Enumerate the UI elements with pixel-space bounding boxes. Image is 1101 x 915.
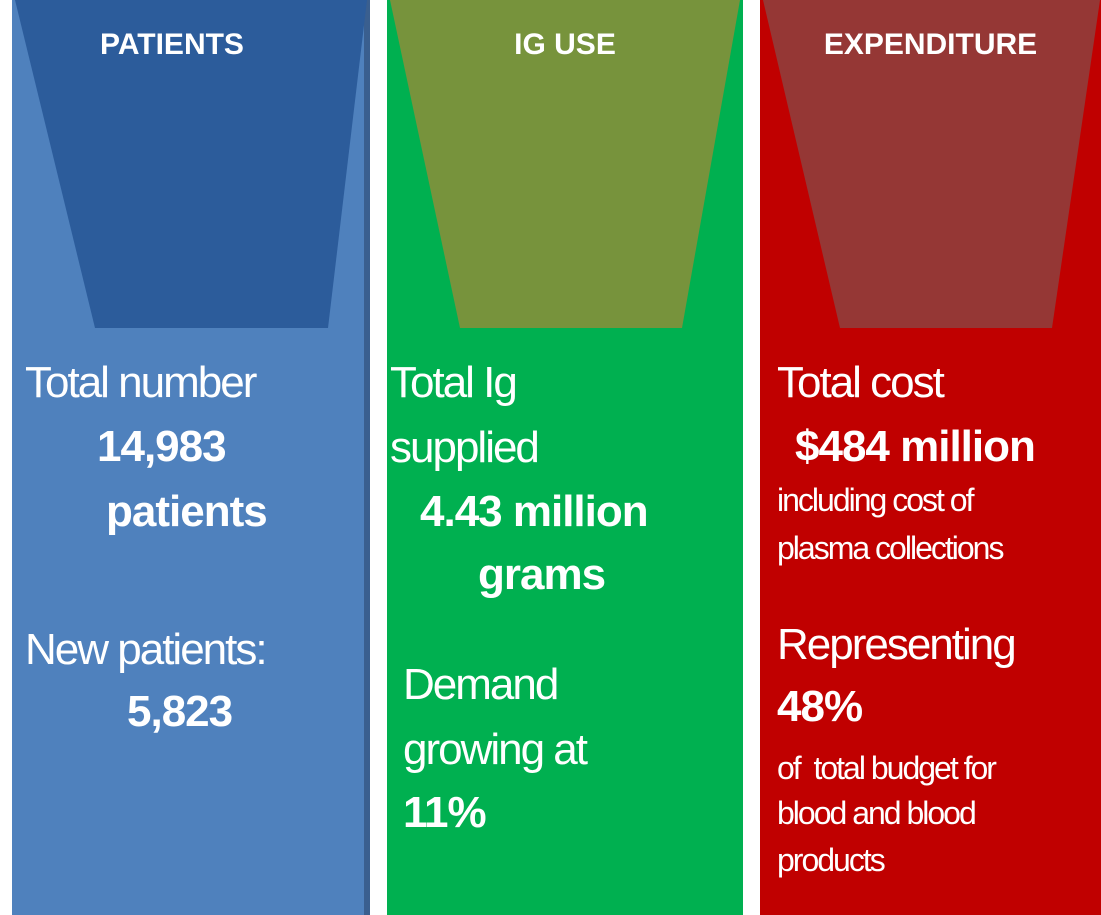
panel-heading: EXPENDITURE xyxy=(760,30,1101,60)
text-line: Total number xyxy=(25,361,255,405)
panel-heading: PATIENTS xyxy=(12,30,332,60)
highlight: 48% xyxy=(777,685,862,729)
text-line: Total Ig xyxy=(390,361,516,405)
text-line: of total budget for xyxy=(777,752,995,784)
highlight: 4.43 million xyxy=(420,490,648,534)
page: PATIENTS IG USE EXPENDITURE Total number… xyxy=(0,0,1101,915)
text-line: New patients: xyxy=(25,628,266,672)
text-line: supplied xyxy=(390,426,538,470)
text-line: Total cost xyxy=(777,361,943,405)
highlight: 11% xyxy=(403,791,486,835)
text-line: blood and blood xyxy=(777,797,975,829)
text-line: including cost of xyxy=(777,484,972,516)
highlight: $484 million xyxy=(795,425,1035,469)
highlight: grams xyxy=(478,553,605,597)
panel-edge xyxy=(364,0,370,915)
highlight: 5,823 xyxy=(127,690,232,734)
highlight: patients xyxy=(106,490,267,534)
text-line: growing at xyxy=(403,728,586,772)
highlight: 14,983 xyxy=(97,425,226,469)
text-line: Demand xyxy=(403,663,557,707)
text-line: plasma collections xyxy=(777,532,1002,564)
text-line: products xyxy=(777,844,884,876)
text-line: Representing xyxy=(777,623,1015,667)
panel-heading: IG USE xyxy=(387,30,743,60)
